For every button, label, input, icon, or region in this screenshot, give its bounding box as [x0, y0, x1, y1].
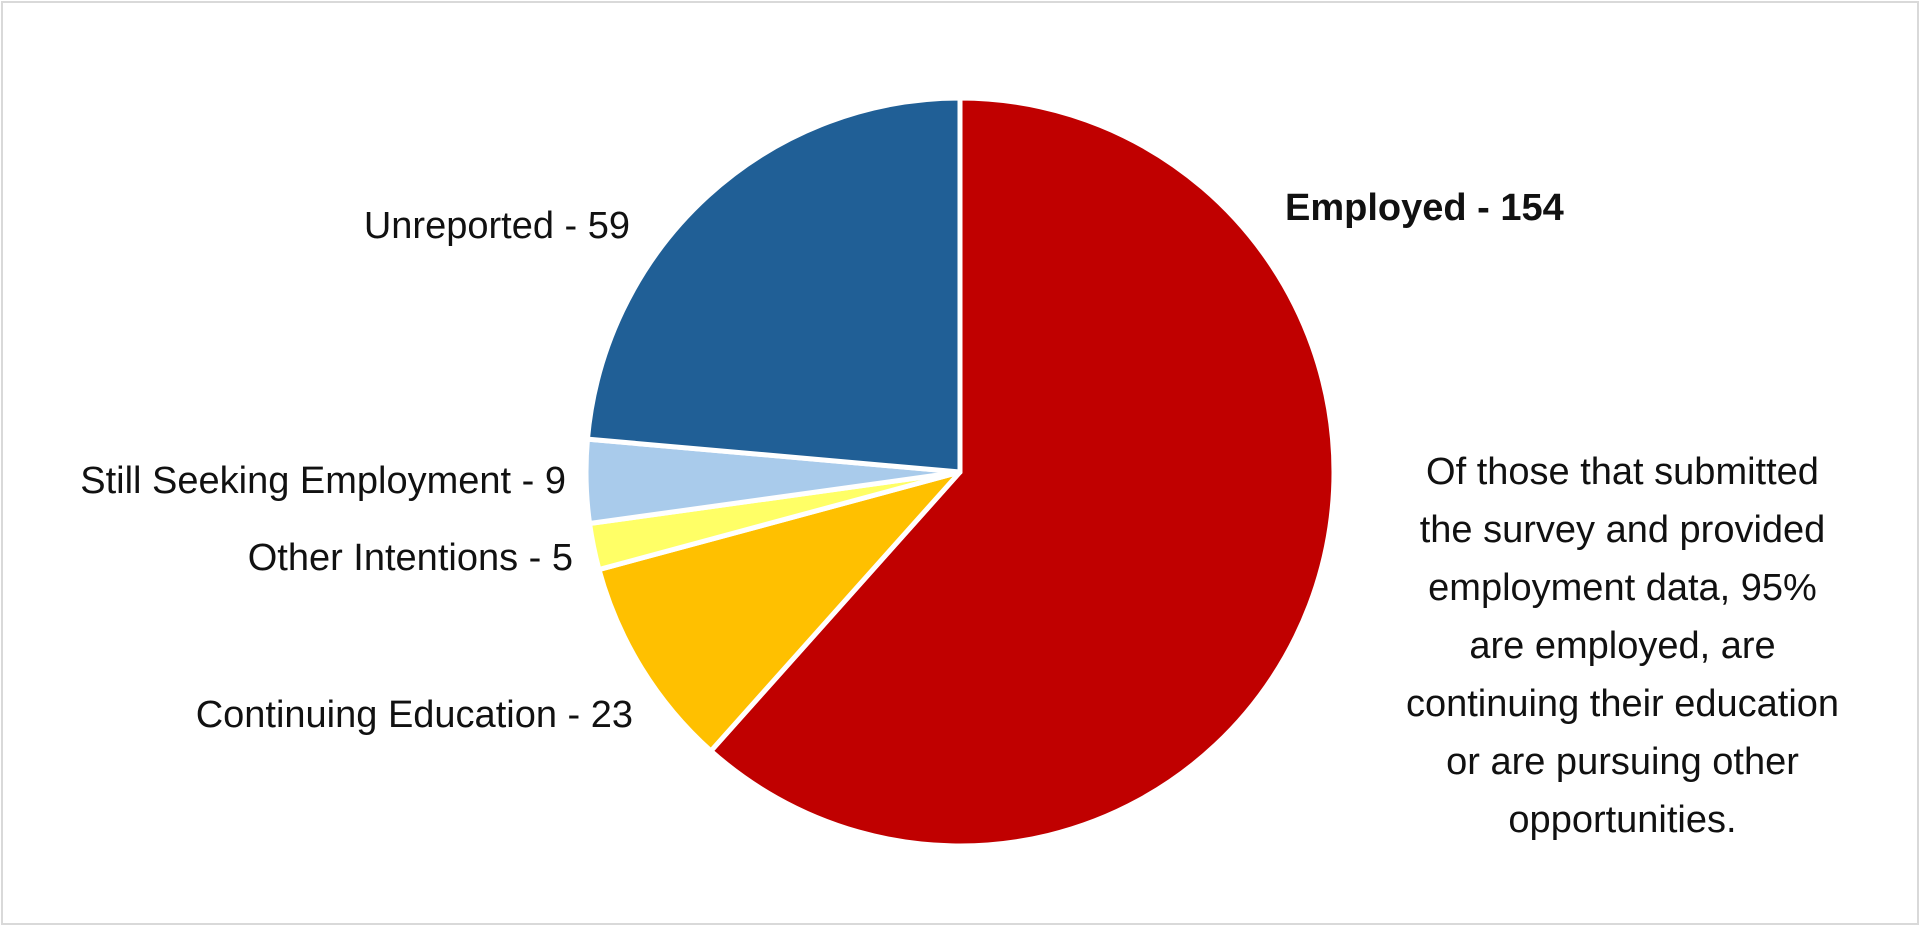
summary-note: Of those that submitted the survey and p… — [1370, 443, 1875, 849]
summary-note-line: employment data, 95% — [1428, 567, 1817, 609]
summary-note-line: are employed, are — [1469, 625, 1776, 667]
pie-slice-continuing-education — [596, 469, 963, 754]
slice-label-still-seeking-employment: Still Seeking Employment - 9 — [80, 460, 566, 502]
pie-slice-unreported — [584, 95, 963, 475]
slice-label-continuing-education: Continuing Education - 23 — [196, 694, 633, 736]
slice-label-employed: Employed - 154 — [1285, 187, 1564, 229]
summary-note-line: continuing their education — [1405, 683, 1840, 725]
pie-slices — [583, 95, 1337, 849]
summary-note-line: or are pursuing other — [1446, 741, 1799, 783]
slice-label-other-intentions: Other Intentions - 5 — [248, 537, 573, 579]
summary-note-line: opportunities. — [1508, 799, 1737, 841]
slice-label-unreported: Unreported - 59 — [364, 205, 630, 247]
pie-slice-employed — [708, 95, 1337, 849]
pie-labels: Employed - 154 Continuing Education - 23… — [80, 187, 1564, 736]
summary-note-line: the survey and provided — [1419, 509, 1826, 551]
summary-note-line: Of those that submitted — [1426, 451, 1819, 493]
